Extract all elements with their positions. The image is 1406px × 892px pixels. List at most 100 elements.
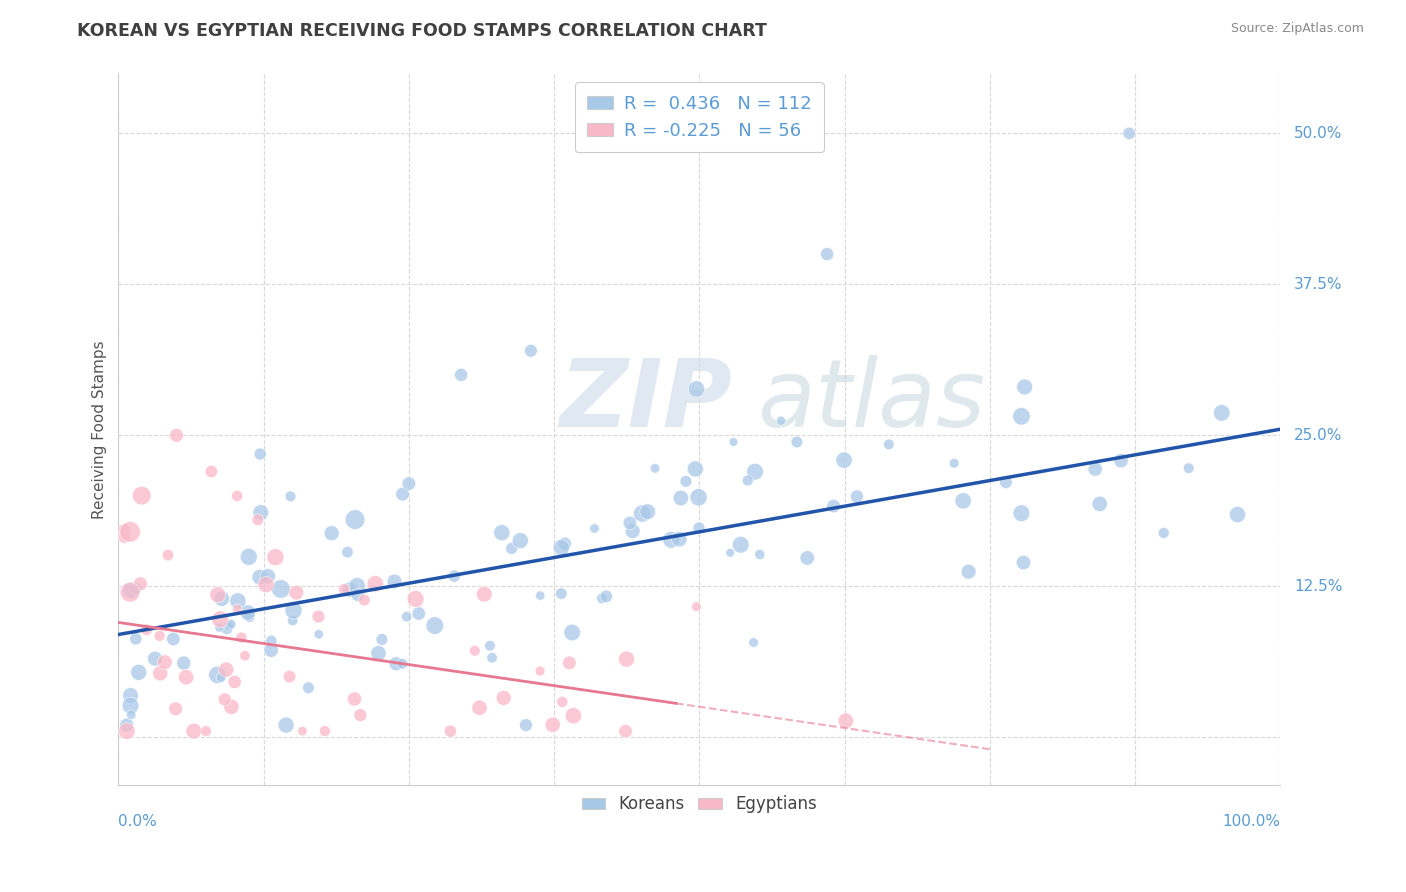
Point bbox=[112, 523, 135, 537]
Point bbox=[1177, 461, 1199, 475]
Point bbox=[249, 447, 271, 461]
Point bbox=[115, 718, 138, 732]
Point bbox=[439, 724, 461, 739]
Point bbox=[183, 724, 205, 739]
Point bbox=[260, 633, 283, 648]
Point bbox=[219, 617, 242, 632]
Point bbox=[149, 666, 172, 681]
Point bbox=[143, 651, 166, 665]
Point bbox=[254, 577, 277, 591]
Point bbox=[129, 577, 152, 591]
Point bbox=[994, 475, 1017, 490]
Point bbox=[1010, 506, 1032, 520]
Point bbox=[815, 247, 838, 261]
Point bbox=[1012, 556, 1035, 570]
Point bbox=[1084, 462, 1107, 476]
Point bbox=[464, 644, 486, 658]
Point bbox=[450, 368, 472, 382]
Point bbox=[226, 594, 249, 608]
Point bbox=[391, 487, 413, 501]
Point bbox=[520, 343, 543, 358]
Point bbox=[270, 582, 292, 596]
Point bbox=[246, 513, 269, 527]
Point bbox=[249, 570, 271, 584]
Point bbox=[554, 536, 576, 550]
Point bbox=[408, 607, 430, 621]
Point bbox=[659, 533, 682, 547]
Point bbox=[591, 591, 613, 606]
Point bbox=[770, 414, 793, 428]
Point bbox=[621, 524, 644, 538]
Point bbox=[367, 646, 389, 660]
Point bbox=[423, 618, 446, 632]
Point bbox=[221, 699, 243, 714]
Point bbox=[468, 700, 491, 714]
Point bbox=[238, 549, 260, 564]
Point bbox=[583, 521, 606, 535]
Point bbox=[529, 589, 551, 603]
Point bbox=[616, 652, 638, 666]
Point bbox=[391, 657, 413, 671]
Point bbox=[120, 585, 142, 599]
Point bbox=[742, 635, 765, 649]
Point bbox=[644, 461, 666, 475]
Point bbox=[274, 718, 297, 732]
Point bbox=[162, 632, 184, 646]
Point bbox=[845, 490, 868, 504]
Point bbox=[236, 606, 259, 620]
Point bbox=[405, 591, 427, 606]
Point bbox=[1109, 453, 1132, 467]
Text: 100.0%: 100.0% bbox=[1222, 814, 1281, 829]
Point bbox=[472, 587, 495, 601]
Point bbox=[211, 591, 233, 606]
Point bbox=[336, 545, 359, 559]
Point bbox=[1211, 406, 1233, 420]
Point bbox=[297, 681, 319, 695]
Point bbox=[371, 632, 394, 647]
Point bbox=[501, 541, 523, 556]
Point bbox=[308, 627, 330, 641]
Point bbox=[208, 621, 231, 635]
Text: 0.0%: 0.0% bbox=[118, 814, 157, 829]
Text: 25.0%: 25.0% bbox=[1294, 428, 1343, 442]
Point bbox=[675, 475, 697, 489]
Point bbox=[398, 476, 420, 491]
Point bbox=[283, 603, 305, 617]
Point bbox=[128, 665, 150, 680]
Point bbox=[723, 435, 745, 450]
Point bbox=[278, 670, 301, 684]
Point bbox=[1118, 127, 1140, 141]
Point bbox=[481, 650, 503, 665]
Point bbox=[339, 582, 361, 597]
Point bbox=[943, 456, 966, 470]
Point bbox=[125, 632, 148, 646]
Point bbox=[120, 698, 142, 713]
Point bbox=[112, 530, 135, 544]
Point bbox=[1014, 380, 1036, 394]
Point bbox=[215, 663, 238, 677]
Point bbox=[280, 489, 302, 503]
Point bbox=[156, 548, 179, 562]
Point bbox=[218, 619, 240, 633]
Text: ZIP: ZIP bbox=[560, 355, 733, 447]
Point bbox=[595, 590, 617, 604]
Point bbox=[120, 524, 142, 539]
Point bbox=[249, 506, 271, 520]
Point bbox=[952, 493, 974, 508]
Point bbox=[561, 625, 583, 640]
Point bbox=[285, 585, 308, 599]
Point bbox=[343, 692, 366, 706]
Point bbox=[353, 593, 375, 607]
Text: 50.0%: 50.0% bbox=[1294, 126, 1343, 141]
Point bbox=[233, 648, 256, 663]
Point bbox=[1010, 409, 1032, 424]
Point bbox=[207, 588, 229, 602]
Point bbox=[562, 708, 585, 723]
Point bbox=[1226, 508, 1249, 522]
Point bbox=[120, 689, 142, 703]
Point bbox=[744, 465, 766, 479]
Point bbox=[238, 609, 260, 624]
Point bbox=[550, 586, 572, 600]
Point bbox=[509, 533, 531, 548]
Point bbox=[614, 724, 637, 739]
